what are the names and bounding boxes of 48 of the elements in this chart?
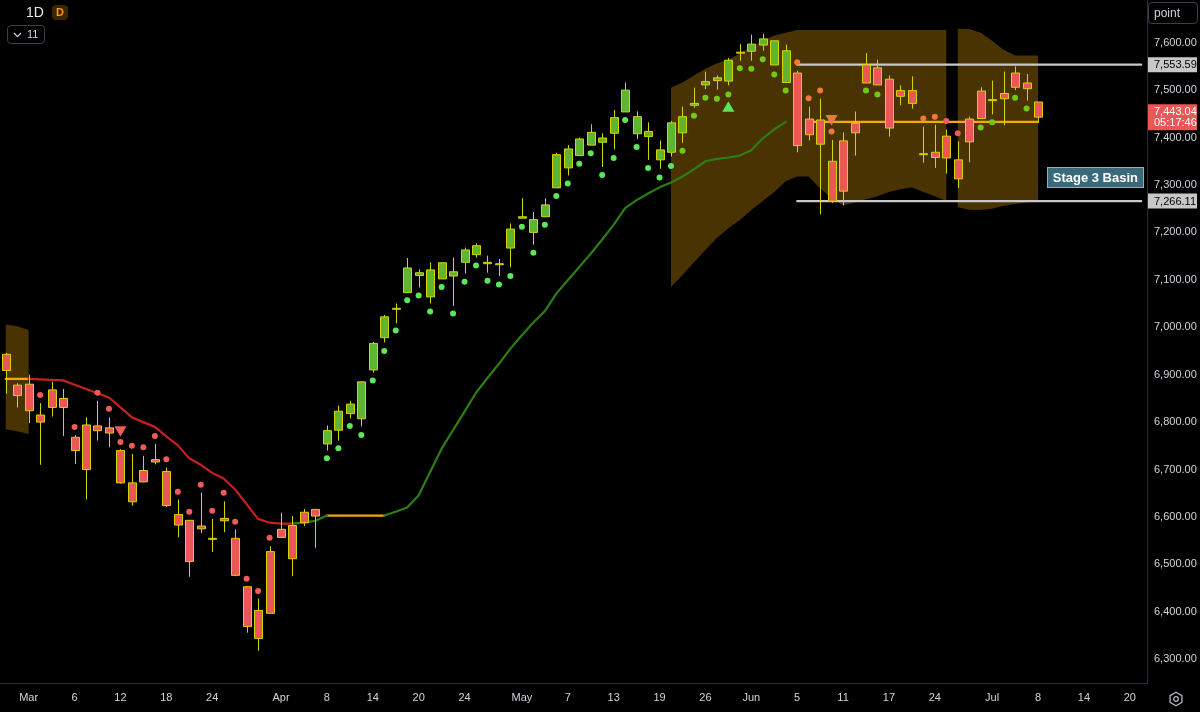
x-tick-label: Jun (742, 690, 761, 703)
x-tick-label: 24 (928, 690, 941, 703)
y-tick-label: 7,200.00 (1154, 225, 1197, 238)
y-tick-label: 6,900.00 (1154, 367, 1197, 380)
x-tick-label: Mar (19, 690, 39, 703)
y-tick-label: 6,700.00 (1154, 462, 1197, 475)
y-tick-label: 7,100.00 (1154, 272, 1197, 285)
data-label: 7,266.11 (1154, 194, 1197, 207)
x-tick-label: 18 (160, 690, 173, 703)
collapse-button: 11 (7, 25, 46, 44)
x-tick-label: 6 (71, 690, 78, 703)
x-tick-label: 20 (412, 690, 425, 703)
x-tick-label: Jul (985, 690, 1000, 703)
x-tick-label: 26 (699, 690, 712, 703)
text: 05:17:46 (1154, 116, 1197, 129)
y-tick-label: 7,300.00 (1154, 178, 1197, 191)
x-tick-label: 19 (653, 690, 666, 703)
chart-title: 1D (26, 4, 44, 21)
y-tick-label: 6,600.00 (1154, 510, 1197, 523)
annotation: 11 (27, 28, 39, 41)
y-tick-label: 7,500.00 (1154, 83, 1197, 96)
x-tick-label: 7 (564, 690, 571, 703)
x-tick-label: May (511, 690, 533, 703)
unit-button: point (1148, 2, 1198, 24)
label-box: Stage 3 Basin (1046, 167, 1144, 188)
data-label: 7,553.59 (1154, 58, 1197, 71)
x-tick-label: 20 (1123, 690, 1136, 703)
x-tick-label: 24 (458, 690, 471, 703)
y-tick-label: 6,500.00 (1154, 557, 1197, 570)
x-tick-label: 17 (882, 690, 896, 703)
x-tick-label: 14 (1077, 690, 1091, 703)
x-tick-label: 13 (607, 690, 620, 703)
letter-badge: D (51, 5, 68, 20)
x-tick-label: 11 (837, 690, 849, 703)
y-tick-label: 7,000.00 (1154, 320, 1197, 333)
x-tick-label: Apr (272, 690, 290, 703)
x-tick-label: 8 (1034, 690, 1042, 703)
y-tick-label: 7,600.00 (1154, 35, 1197, 48)
y-tick-label: 6,800.00 (1154, 415, 1197, 428)
x-tick-label: 12 (114, 690, 127, 703)
x-tick-label: 8 (323, 690, 330, 703)
text: 7,443.04 (1154, 105, 1197, 118)
x-tick-label: 5 (794, 690, 801, 703)
x-tick-label: 24 (206, 690, 219, 703)
x-tick-label: 14 (366, 690, 379, 703)
y-tick-label: 7,400.00 (1154, 130, 1197, 143)
y-tick-label: 6,300.00 (1154, 652, 1197, 665)
y-tick-label: 6,400.00 (1154, 604, 1197, 617)
